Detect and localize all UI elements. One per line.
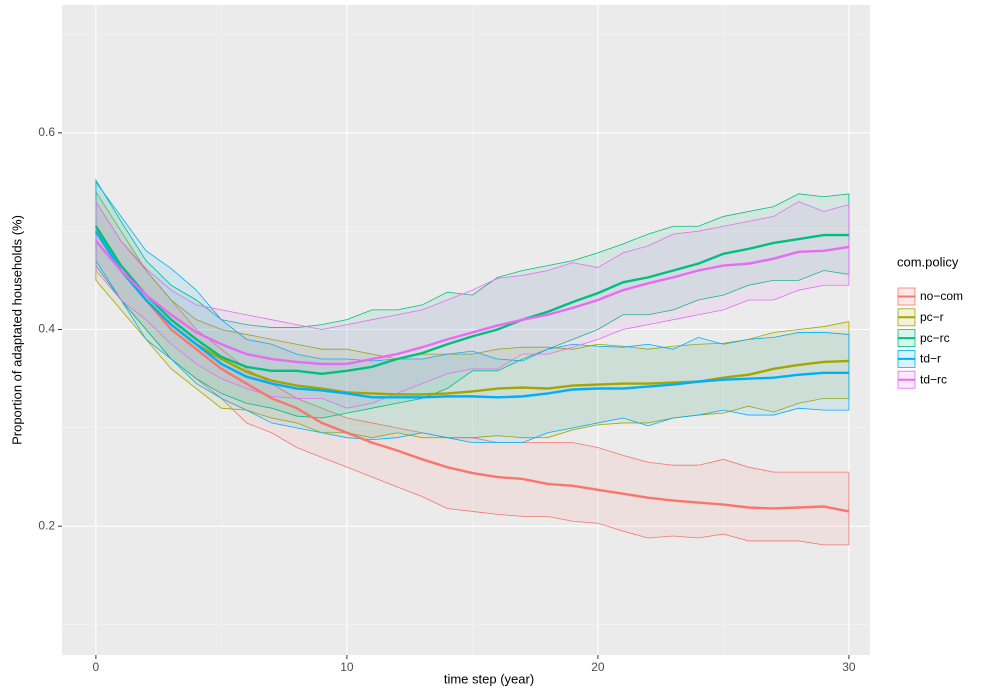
legend-label: pc−r [920,310,944,324]
legend-title: com.policy [897,254,959,269]
line [94,230,849,396]
ribbon [95,200,850,546]
legend-label: td−rc [920,372,947,386]
x-tick-label: 0 [93,660,100,674]
legend-label: pc−rc [920,331,950,345]
x-tick-label: 20 [591,660,605,674]
line [94,230,850,513]
y-tick-label: 0.4 [38,322,55,336]
ribbon [95,200,850,409]
x-tick-label: 10 [340,660,354,674]
ribbon [95,180,850,443]
y-tick-label: 0.2 [38,518,55,532]
line [94,240,850,366]
x-tick-label: 30 [842,660,856,674]
line [94,225,849,375]
legend-label: td−r [920,352,941,366]
y-tick-label: 0.6 [38,125,55,139]
line [94,230,849,399]
y-axis-title: Proportion of adaptated households (%) [9,215,24,445]
legend-label: no−com [920,289,963,303]
x-axis-title: time step (year) [444,671,534,686]
